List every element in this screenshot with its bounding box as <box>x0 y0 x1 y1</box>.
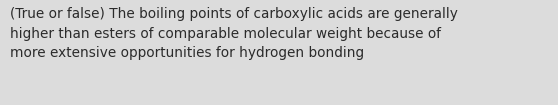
Text: (True or false) The boiling points of carboxylic acids are generally
higher than: (True or false) The boiling points of ca… <box>10 7 458 60</box>
